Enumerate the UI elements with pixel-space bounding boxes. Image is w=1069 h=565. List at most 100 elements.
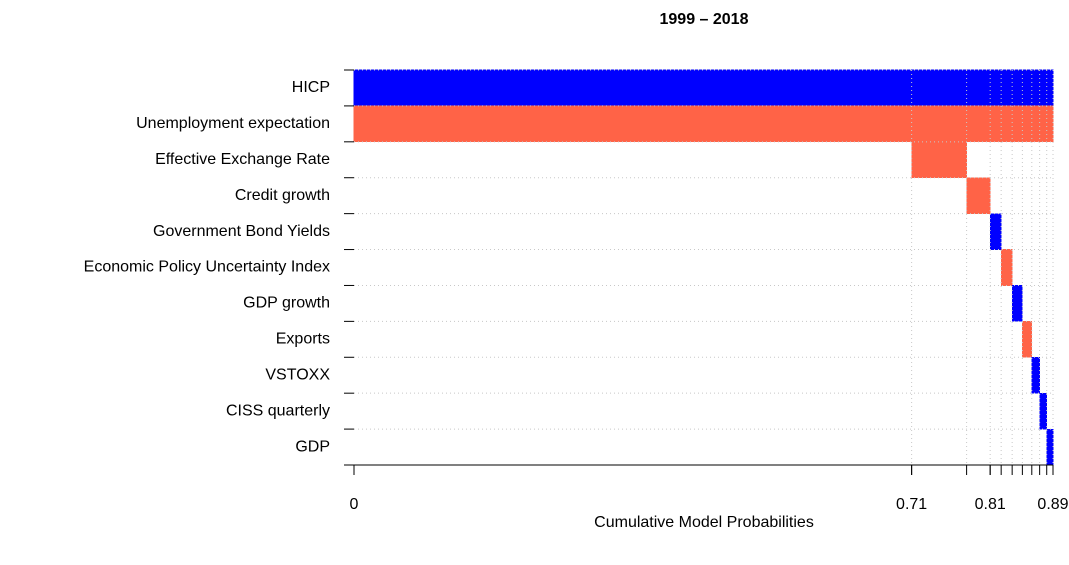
inclusion-cell	[1022, 285, 1031, 321]
inclusion-cell	[1012, 178, 1022, 214]
inclusion-cell	[967, 321, 991, 357]
inclusion-cell	[989, 105, 1002, 143]
inclusion-cell	[1022, 214, 1031, 250]
inclusion-cell	[1032, 321, 1040, 357]
x-axis-label: Cumulative Model Probabilities	[594, 514, 814, 531]
chart-title: 1999 – 2018	[660, 11, 749, 28]
inclusion-cell	[1012, 357, 1022, 393]
inclusion-cell	[990, 285, 1001, 321]
inclusion-cell	[1001, 357, 1012, 393]
inclusion-cell	[1040, 250, 1047, 286]
variable-label: HICP	[292, 79, 330, 96]
inclusion-cell	[1022, 105, 1033, 143]
inclusion-cell	[1047, 321, 1053, 357]
inclusion-cell	[912, 285, 967, 321]
inclusion-cell	[1000, 105, 1013, 143]
variable-label: Effective Exchange Rate	[155, 151, 330, 168]
inclusion-cell	[990, 178, 1001, 214]
inclusion-cell	[1012, 429, 1022, 465]
inclusion-cell	[1001, 393, 1012, 429]
inclusion-cell	[1046, 105, 1054, 143]
variable-label: Credit growth	[235, 187, 330, 204]
inclusion-cell	[966, 105, 991, 143]
variable-label: CISS quarterly	[226, 402, 330, 419]
inclusion-cell	[1001, 285, 1012, 321]
inclusion-cell	[1032, 250, 1040, 286]
inclusion-cell	[1031, 105, 1040, 143]
inclusion-cell	[967, 142, 991, 178]
inclusion-cell	[354, 321, 912, 357]
inclusion-cell	[1032, 214, 1040, 250]
inclusion-cell	[1022, 357, 1031, 393]
variable-label: Unemployment expectation	[136, 115, 330, 132]
inclusion-cell	[1040, 285, 1047, 321]
inclusion-cell	[967, 250, 991, 286]
inclusion-cell	[1040, 142, 1047, 178]
inclusion-cell	[354, 142, 912, 178]
inclusion-cell	[1022, 393, 1031, 429]
variable-label: VSTOXX	[265, 366, 330, 383]
inclusion-cell	[912, 214, 967, 250]
inclusion-cell	[1012, 142, 1022, 178]
inclusion-cell	[1047, 214, 1053, 250]
inclusion-cell	[1012, 393, 1022, 429]
inclusion-cell	[967, 357, 991, 393]
inclusion-cell	[911, 69, 967, 107]
inclusion-cell	[353, 105, 912, 143]
inclusion-cell	[990, 429, 1001, 465]
x-tick-label: 0.71	[896, 496, 927, 513]
inclusion-cell	[1012, 321, 1022, 357]
inclusion-cell	[1040, 429, 1047, 465]
inclusion-cell	[990, 393, 1001, 429]
inclusion-cell	[1022, 178, 1031, 214]
inclusion-cell	[1039, 105, 1048, 143]
inclusion-cell	[353, 69, 912, 107]
inclusion-cell	[967, 285, 991, 321]
x-tick-label: 0.89	[1037, 496, 1068, 513]
inclusion-cell	[1001, 178, 1012, 214]
inclusion-cell	[1047, 178, 1053, 214]
inclusion-cell	[1047, 393, 1053, 429]
inclusion-cell	[1012, 214, 1022, 250]
inclusion-cell	[1040, 178, 1047, 214]
inclusion-cell	[354, 357, 912, 393]
inclusion-cell	[1047, 285, 1053, 321]
inclusion-cell	[912, 321, 967, 357]
inclusion-cell	[1001, 214, 1012, 250]
inclusion-cell	[990, 250, 1001, 286]
inclusion-cell	[1039, 392, 1048, 430]
inclusion-cell	[911, 141, 967, 179]
x-tick-label: 0	[350, 496, 359, 513]
inclusion-cell	[354, 178, 912, 214]
inclusion-cell	[354, 393, 912, 429]
inclusion-cell	[1000, 249, 1013, 286]
inclusion-cell	[354, 250, 912, 286]
inclusion-cell	[1011, 69, 1023, 107]
inclusion-cell	[354, 214, 912, 250]
inclusion-cell	[966, 69, 991, 107]
inclusion-cell	[989, 213, 1002, 250]
inclusion-cell	[990, 321, 1001, 357]
inclusion-cell	[1012, 250, 1022, 286]
inclusion-cell	[1032, 393, 1040, 429]
inclusion-cell	[966, 177, 991, 214]
inclusion-cell	[912, 393, 967, 429]
inclusion-cell	[1032, 429, 1040, 465]
inclusion-cell	[1047, 142, 1053, 178]
inclusion-cell	[1032, 178, 1040, 214]
inclusion-cell	[1046, 428, 1054, 466]
inclusion-cell	[1047, 250, 1053, 286]
x-tick-label: 0.81	[975, 496, 1006, 513]
inclusion-cell	[967, 429, 991, 465]
inclusion-cell	[1031, 356, 1040, 394]
inclusion-cell	[1040, 321, 1047, 357]
inclusion-cell	[1022, 250, 1031, 286]
inclusion-cell	[912, 357, 967, 393]
inclusion-cell	[1022, 321, 1033, 358]
inclusion-cell	[990, 357, 1001, 393]
inclusion-cell	[912, 178, 967, 214]
inclusion-cell	[967, 214, 991, 250]
inclusion-cell	[1040, 357, 1047, 393]
inclusion-cell	[912, 250, 967, 286]
